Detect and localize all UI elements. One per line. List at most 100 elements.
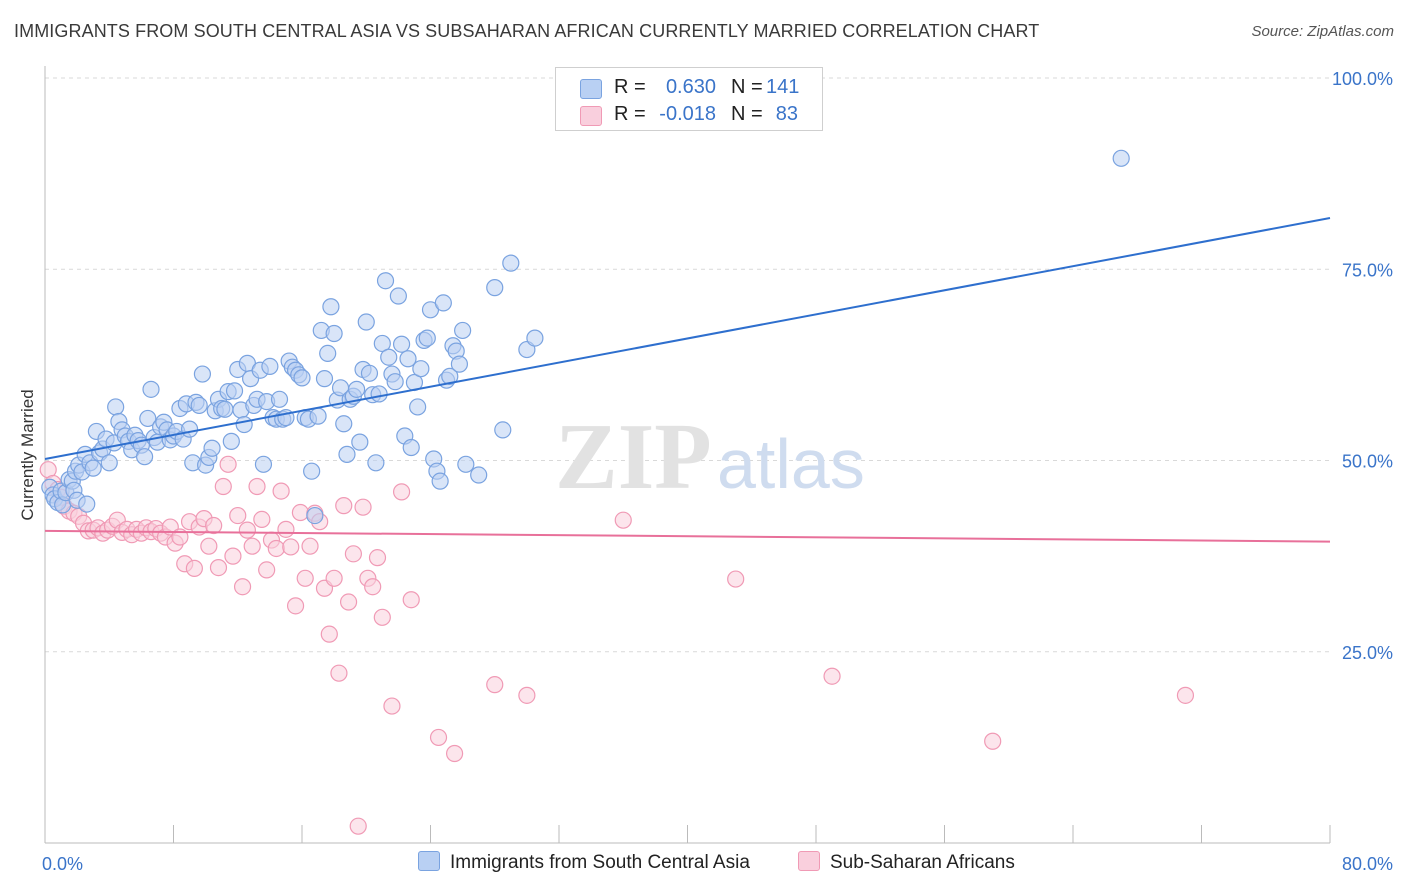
point-sub-saharan-african [214, 477, 232, 496]
point-sub-saharan-african [614, 511, 632, 529]
point-sub-saharan-african [286, 597, 305, 615]
point-south-central-asia [193, 365, 212, 383]
point-sub-saharan-african [486, 676, 504, 694]
point-south-central-asia [142, 380, 160, 398]
point-south-central-asia [293, 369, 311, 387]
point-south-central-asia [338, 445, 356, 463]
point-sub-saharan-african [330, 664, 348, 682]
x-tick-label-max: 80.0% [1342, 854, 1393, 874]
point-south-central-asia [303, 462, 321, 480]
bottom-legend-label-blue: Immigrants from South Central Asia [450, 852, 750, 873]
trend-lines [44, 217, 1331, 543]
point-south-central-asia [373, 334, 391, 353]
point-south-central-asia [402, 438, 420, 457]
point-sub-saharan-african [253, 510, 271, 529]
point-south-central-asia [376, 272, 395, 290]
legend-n-value: 141 [766, 76, 800, 98]
point-sub-saharan-african [339, 593, 358, 611]
point-south-central-asia [386, 373, 404, 391]
bottom-legend-pink: Sub-Saharan Africans [798, 851, 1015, 877]
point-south-central-asia [180, 420, 199, 438]
bottom-legend-blue: Immigrants from South Central Asia [418, 851, 750, 877]
point-sub-saharan-african [518, 686, 536, 704]
point-sub-saharan-african [233, 578, 252, 596]
point-sub-saharan-african [243, 537, 261, 555]
point-sub-saharan-african [296, 569, 314, 587]
point-sub-saharan-african [373, 608, 391, 626]
point-south-central-asia [78, 495, 96, 513]
y-tick-label: 25.0% [1342, 643, 1393, 663]
point-south-central-asia [457, 455, 475, 473]
y-tick-label: 50.0% [1342, 452, 1393, 472]
point-south-central-asia [502, 254, 520, 272]
legend-n-label: N = [731, 103, 763, 125]
legend-swatch-blue [580, 79, 602, 99]
point-sub-saharan-african [205, 516, 223, 535]
point-south-central-asia [470, 466, 488, 484]
point-sub-saharan-african [282, 538, 300, 556]
watermark: ZIP atlas [555, 405, 865, 509]
point-south-central-asia [348, 380, 366, 398]
point-sub-saharan-african [219, 455, 237, 473]
x-tick-label-min: 0.0% [42, 854, 83, 874]
series-blue-points [41, 149, 1130, 525]
point-sub-saharan-african [301, 537, 319, 555]
y-tick-label: 75.0% [1342, 260, 1393, 280]
point-south-central-asia [84, 459, 102, 477]
legend-row-pink: R = -0.018 N = 83 [556, 101, 822, 129]
point-sub-saharan-african [200, 537, 218, 555]
point-sub-saharan-african [344, 545, 362, 563]
point-south-central-asia [235, 415, 253, 434]
point-south-central-asia [412, 360, 430, 378]
legend-n-label: N = [731, 76, 763, 98]
point-sub-saharan-african [277, 520, 295, 538]
point-south-central-asia [100, 454, 118, 472]
point-south-central-asia [315, 370, 334, 388]
point-south-central-asia [526, 329, 544, 347]
point-south-central-asia [190, 396, 208, 415]
point-sub-saharan-african [383, 697, 401, 715]
point-south-central-asia [1112, 149, 1130, 167]
point-sub-saharan-african [229, 506, 247, 525]
correlation-legend: R = 0.630 N = 141 R = -0.018 N = 83 [555, 67, 823, 131]
bottom-legend-swatch-pink [798, 851, 820, 871]
point-sub-saharan-african [335, 497, 353, 515]
legend-r-value: 0.630 [665, 76, 716, 98]
point-south-central-asia [254, 455, 273, 473]
point-sub-saharan-african [238, 521, 256, 539]
point-south-central-asia [380, 348, 398, 366]
trend-line-blue [44, 217, 1331, 460]
point-sub-saharan-african [402, 591, 420, 609]
point-south-central-asia [322, 298, 340, 316]
point-sub-saharan-african [209, 558, 228, 577]
point-south-central-asia [418, 329, 436, 347]
bottom-legend-label-pink: Sub-Saharan Africans [830, 852, 1015, 873]
point-sub-saharan-african [267, 539, 285, 558]
point-south-central-asia [309, 407, 327, 425]
tick-labels: 100.0% 75.0% 50.0% 25.0% 0.0% 80.0% [42, 69, 1393, 874]
point-south-central-asia [325, 324, 343, 343]
point-south-central-asia [335, 415, 353, 433]
point-sub-saharan-african [368, 549, 387, 567]
point-south-central-asia [139, 409, 157, 428]
axes [44, 66, 1331, 844]
point-sub-saharan-african [224, 547, 242, 565]
point-south-central-asia [360, 364, 379, 382]
point-south-central-asia [107, 398, 125, 416]
point-south-central-asia [261, 357, 279, 376]
point-south-central-asia [409, 398, 427, 416]
point-sub-saharan-african [727, 570, 745, 588]
series-pink-points [39, 455, 1195, 835]
point-sub-saharan-african [429, 728, 448, 747]
source-credit: Source: ZipAtlas.com [1251, 23, 1394, 40]
point-sub-saharan-african [291, 503, 309, 522]
point-sub-saharan-african [248, 477, 266, 496]
point-south-central-asia [454, 321, 472, 340]
point-sub-saharan-african [325, 569, 343, 587]
point-south-central-asia [494, 421, 512, 439]
legend-r-label: R = [614, 76, 646, 98]
point-south-central-asia [222, 432, 240, 450]
point-sub-saharan-african [354, 498, 372, 516]
point-sub-saharan-african [320, 625, 338, 643]
